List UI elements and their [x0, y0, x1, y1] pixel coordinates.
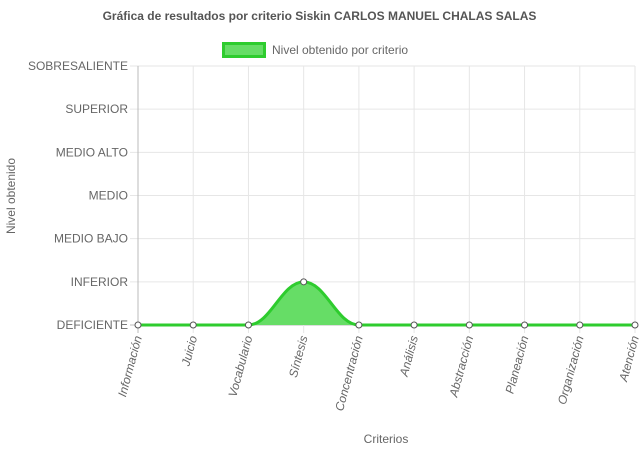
x-tick-label: Planeación — [503, 334, 532, 395]
y-tick-label: SUPERIOR — [65, 102, 128, 116]
y-tick-label: MEDIO — [89, 189, 128, 203]
grid — [130, 65, 636, 333]
data-point[interactable] — [300, 278, 308, 286]
data-point[interactable] — [631, 321, 639, 329]
data-point[interactable] — [355, 321, 363, 329]
y-axis-title: Nivel obtenido — [4, 158, 18, 234]
data-point[interactable] — [134, 321, 142, 329]
x-tick-label: Análisis — [397, 334, 421, 379]
legend-label: Nivel obtenido por criterio — [272, 43, 409, 57]
x-tick-label: Abstracción — [446, 334, 476, 399]
x-tick-label: Síntesis — [286, 334, 311, 379]
series-area-fill — [138, 281, 635, 325]
x-tick-label: Atención — [616, 334, 639, 384]
y-axis-ticks: DEFICIENTE INFERIOR MEDIO BAJO MEDIO MEDIO A… — [28, 59, 128, 332]
legend-swatch — [222, 42, 266, 58]
chart-legend[interactable]: Nivel obtenido por criterio — [222, 42, 408, 58]
x-tick-label: Vocabulario — [226, 334, 256, 399]
y-tick-label: MEDIO BAJO — [54, 232, 128, 246]
data-point[interactable] — [244, 321, 252, 329]
y-tick-label: MEDIO ALTO — [56, 145, 128, 159]
x-tick-label: Organización — [555, 334, 587, 406]
x-tick-label: Información — [115, 334, 145, 398]
series-line — [137, 280, 635, 327]
y-tick-label: INFERIOR — [71, 275, 129, 289]
series-area — [137, 280, 635, 327]
x-axis-ticks: Información Juicio Vocabulario Síntesis Conc… — [115, 334, 639, 413]
x-axis-title: Criterios — [364, 432, 409, 446]
data-point[interactable] — [189, 321, 197, 329]
y-tick-label: SOBRESALIENTE — [28, 59, 128, 73]
chart-title: Gráfica de resultados por criterio Siski… — [102, 9, 537, 23]
data-point[interactable] — [410, 321, 418, 329]
y-tick-label: DEFICIENTE — [57, 318, 128, 332]
data-point[interactable] — [576, 321, 584, 329]
data-point[interactable] — [465, 321, 473, 329]
data-point[interactable] — [521, 321, 529, 329]
x-tick-label: Concentración — [332, 334, 366, 413]
series-points — [134, 278, 639, 329]
x-tick-label: Juicio — [178, 334, 200, 369]
